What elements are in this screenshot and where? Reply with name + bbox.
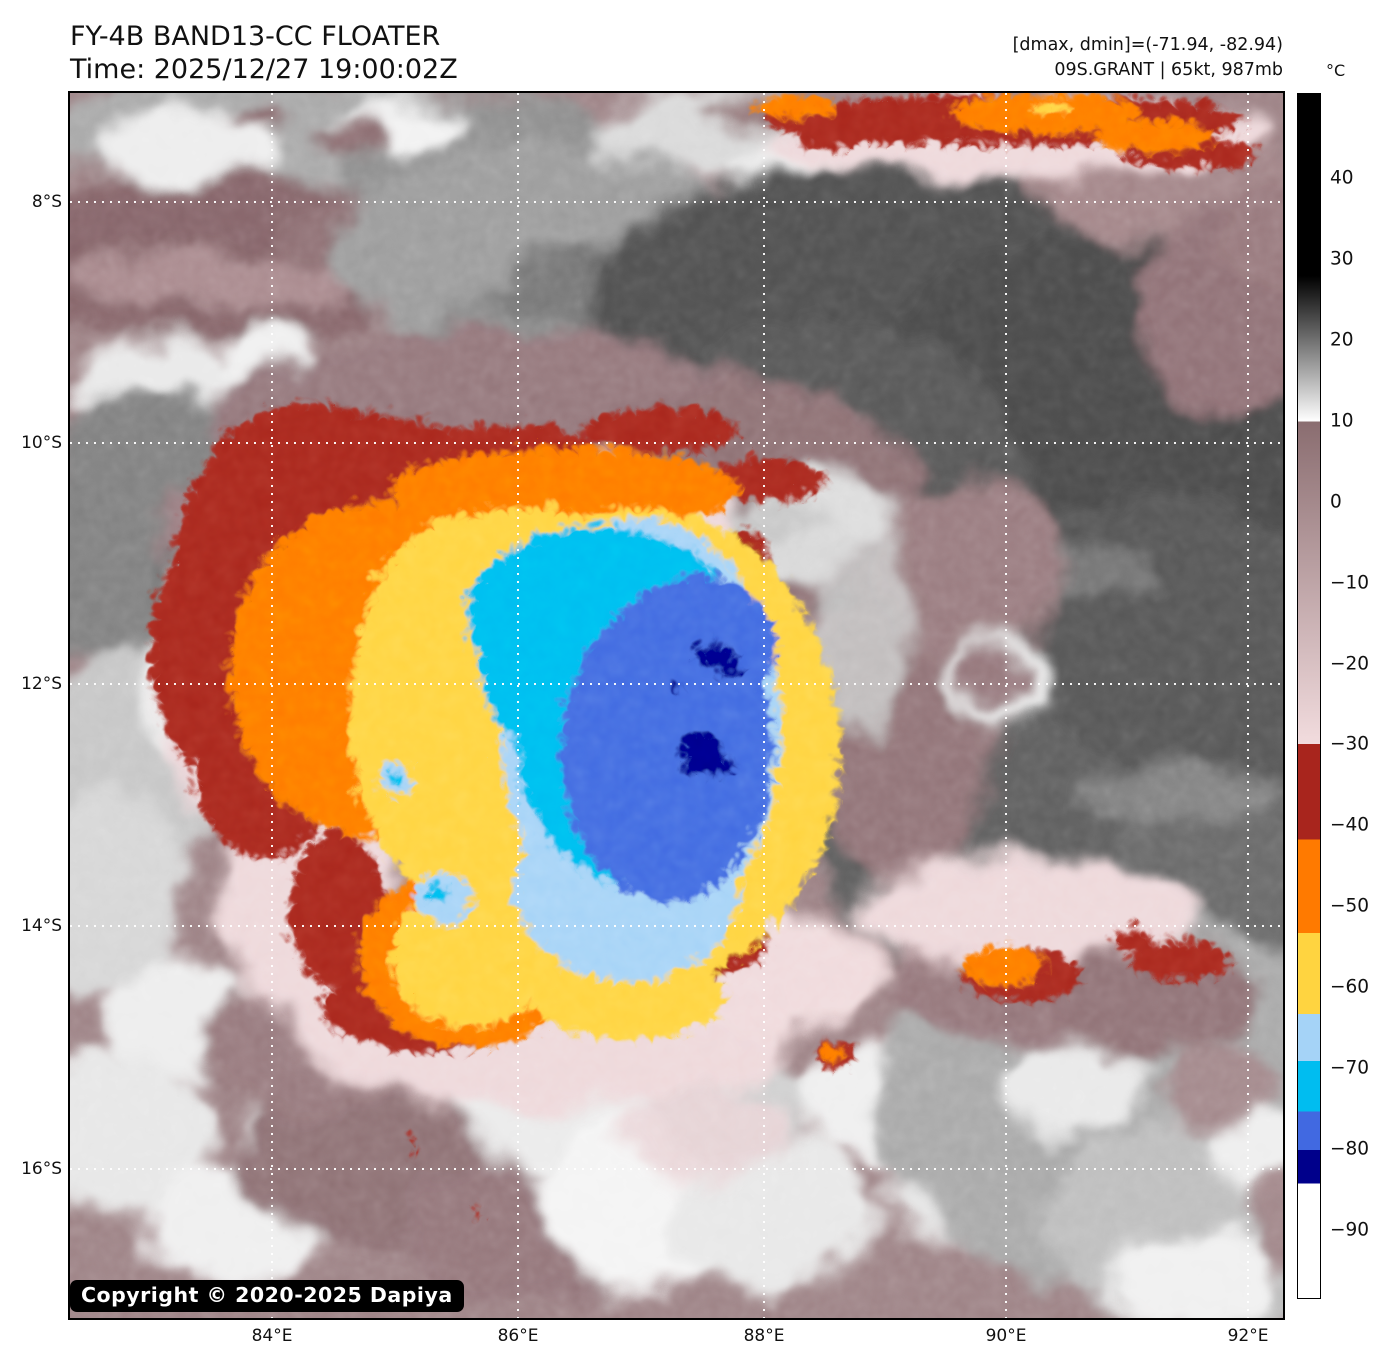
colorbar-tick-label: 0 bbox=[1330, 491, 1342, 513]
annotation-block: [dmax, dmin]=(-71.94, -82.94) 09S.GRANT … bbox=[1013, 33, 1283, 83]
lon-tick-label: 86°E bbox=[497, 1326, 539, 1346]
dmax-dmin-annotation: [dmax, dmin]=(-71.94, -82.94) bbox=[1012, 35, 1283, 55]
lat-tick-label: 12°S bbox=[21, 674, 62, 694]
colorbar-tick-label: −30 bbox=[1330, 733, 1370, 755]
colorbar-tick-label: −50 bbox=[1330, 895, 1370, 917]
timestamp: Time: 2025/12/27 19:00:02Z bbox=[70, 54, 458, 85]
colorbar-tick-label: −90 bbox=[1330, 1219, 1370, 1241]
colorbar-tick-label: 10 bbox=[1330, 410, 1354, 432]
lon-tick-label: 92°E bbox=[1227, 1326, 1269, 1346]
colorbar-tick-label: −80 bbox=[1330, 1138, 1370, 1160]
storm-annotation: 09S.GRANT | 65kt, 987mb bbox=[1054, 60, 1283, 80]
pixel-mosaic-overlay bbox=[70, 93, 1283, 1318]
colorbar-tick-label: −60 bbox=[1330, 976, 1370, 998]
colorbar-tick-label: −70 bbox=[1330, 1057, 1370, 1079]
lat-tick-label: 10°S bbox=[21, 433, 62, 453]
lon-tick-label: 90°E bbox=[985, 1326, 1027, 1346]
colorbar-tick-label: 40 bbox=[1330, 167, 1354, 189]
copyright-watermark: Copyright © 2020-2025 Dapiya bbox=[70, 1280, 464, 1312]
product-title: FY-4B BAND13-CC FLOATER bbox=[70, 21, 441, 52]
temperature-colorbar bbox=[1297, 93, 1321, 1299]
lon-tick-label: 88°E bbox=[743, 1326, 785, 1346]
lat-tick-label: 8°S bbox=[31, 192, 62, 212]
colorbar-tick-label: −10 bbox=[1330, 572, 1370, 594]
map-frame bbox=[68, 91, 1285, 1320]
colorbar-tick-label: −40 bbox=[1330, 814, 1370, 836]
lon-tick-label: 84°E bbox=[251, 1326, 293, 1346]
satellite-image bbox=[70, 93, 1283, 1318]
colorbar-unit-label: °C bbox=[1326, 61, 1346, 80]
lat-tick-label: 14°S bbox=[21, 916, 62, 936]
colorbar-tick-label: 20 bbox=[1330, 329, 1354, 351]
colorbar-tick-label: 30 bbox=[1330, 248, 1354, 270]
title-block: FY-4B BAND13-CC FLOATER Time: 2025/12/27… bbox=[70, 20, 458, 86]
colorbar-tick-label: −20 bbox=[1330, 653, 1370, 675]
lat-tick-label: 16°S bbox=[21, 1159, 62, 1179]
